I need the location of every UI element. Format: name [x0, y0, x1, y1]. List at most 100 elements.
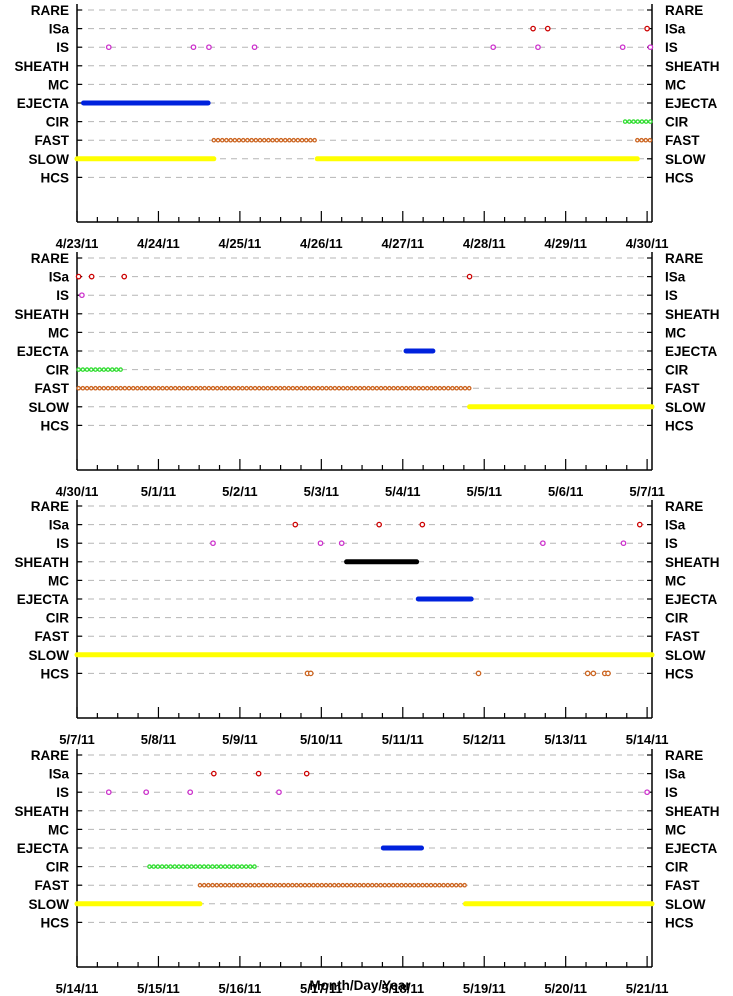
left-category-label: SHEATH	[14, 59, 69, 74]
left-category-label: MC	[48, 77, 69, 92]
right-category-label: SHEATH	[665, 307, 720, 322]
x-tick-label: 5/3/11	[304, 484, 339, 499]
hcs-point	[605, 670, 611, 677]
left-category-label: SHEATH	[14, 804, 69, 819]
is-point	[317, 540, 324, 547]
left-category-label: SHEATH	[14, 555, 69, 570]
left-category-label: EJECTA	[17, 841, 70, 856]
hcs-point	[584, 670, 591, 677]
left-category-label: RARE	[31, 499, 69, 514]
left-category-label: IS	[56, 288, 69, 303]
right-category-label: SLOW	[665, 897, 706, 912]
x-tick-label: 5/19/11	[463, 981, 506, 996]
right-category-label: SHEATH	[665, 804, 720, 819]
x-tick-label: 5/12/11	[463, 732, 506, 747]
right-category-label: HCS	[665, 666, 694, 681]
series-is	[105, 44, 654, 51]
left-category-label: IS	[56, 536, 69, 551]
left-category-label: RARE	[31, 3, 69, 18]
left-category-label: RARE	[31, 748, 69, 763]
isa-point	[376, 521, 383, 528]
series-is	[105, 789, 650, 796]
panels: RARE RARE ISa ISa IS IS SHEATH SHEATH MC MC EJECTA…	[14, 3, 719, 996]
x-tick-label: 5/16/11	[219, 981, 262, 996]
left-category-label: HCS	[40, 418, 69, 433]
right-category-label: RARE	[665, 251, 703, 266]
isa-point	[644, 25, 650, 32]
right-category-label: RARE	[665, 499, 703, 514]
left-category-label: EJECTA	[17, 592, 70, 607]
is-point	[206, 44, 212, 51]
x-tick-label: 5/14/11	[626, 732, 669, 747]
isa-point	[88, 273, 95, 280]
right-category-label: ISa	[665, 22, 686, 37]
hcs-point	[307, 670, 314, 677]
left-category-label: HCS	[40, 170, 69, 185]
panel-1: RARE RARE ISa ISa IS IS SHEATH SHEATH MC MC EJECTA…	[14, 3, 719, 251]
hcs-point	[590, 670, 597, 677]
x-tick-label: 5/13/11	[544, 732, 587, 747]
x-tick-label: 5/1/11	[141, 484, 176, 499]
x-tick-label: 5/10/11	[300, 732, 343, 747]
is-point	[79, 292, 85, 299]
isa-point	[530, 25, 536, 32]
right-category-label: SHEATH	[665, 555, 720, 570]
right-category-label: HCS	[665, 418, 694, 433]
left-category-label: FAST	[34, 133, 69, 148]
panel-3: RARE RARE ISa ISa IS IS SHEATH SHEATH MC MC EJECTA…	[14, 499, 719, 747]
isa-point	[255, 770, 262, 777]
right-category-label: EJECTA	[665, 841, 718, 856]
left-category-label: MC	[48, 325, 69, 340]
x-tick-label: 5/7/11	[59, 732, 94, 747]
series-isa	[75, 273, 473, 280]
right-category-label: RARE	[665, 3, 703, 18]
left-category-label: EJECTA	[17, 344, 70, 359]
x-tick-label: 5/14/11	[56, 981, 99, 996]
isa-point	[636, 521, 643, 528]
x-tick-label: 5/4/11	[385, 484, 420, 499]
x-tick-label: 5/5/11	[467, 484, 502, 499]
left-category-label: ISa	[49, 22, 70, 37]
x-tick-label: 5/18/11	[381, 981, 424, 996]
is-point	[190, 44, 197, 51]
is-point	[251, 44, 258, 51]
isa-point	[121, 273, 128, 280]
x-tick-label: 5/9/11	[222, 732, 257, 747]
left-category-label: EJECTA	[17, 96, 70, 111]
is-point	[210, 540, 216, 547]
series-is	[79, 292, 85, 299]
x-tick-label: 4/26/11	[300, 236, 343, 251]
left-category-label: MC	[48, 573, 69, 588]
is-point	[490, 44, 497, 51]
panel-4: RARE RARE ISa ISa IS IS SHEATH SHEATH MC MC EJECTA…	[14, 748, 719, 996]
right-category-label: MC	[665, 77, 686, 92]
left-category-label: RARE	[31, 251, 69, 266]
left-category-label: HCS	[40, 915, 69, 930]
x-tick-label: 4/27/11	[381, 236, 424, 251]
series-isa	[292, 521, 643, 528]
series-hcs	[304, 670, 611, 677]
panel-2: RARE RARE ISa ISa IS IS SHEATH SHEATH MC MC EJECTA…	[14, 251, 719, 499]
is-point	[276, 789, 282, 796]
series-is	[210, 540, 627, 547]
x-axis-label: Month/Day/Year	[309, 978, 411, 993]
right-category-label: MC	[665, 325, 686, 340]
x-tick-label: 5/20/11	[544, 981, 587, 996]
right-category-label: ISa	[665, 518, 686, 533]
isa-point	[303, 770, 310, 777]
left-category-label: MC	[48, 822, 69, 837]
x-tick-label: 4/30/11	[626, 236, 669, 251]
left-category-label: IS	[56, 785, 69, 800]
is-point	[105, 789, 112, 796]
isa-point	[419, 521, 426, 528]
right-category-label: FAST	[665, 629, 700, 644]
right-category-label: MC	[665, 822, 686, 837]
left-category-label: CIR	[46, 115, 70, 130]
right-category-label: SLOW	[665, 648, 706, 663]
hcs-point	[475, 670, 482, 677]
left-category-label: ISa	[49, 767, 70, 782]
right-category-label: ISa	[665, 767, 686, 782]
right-category-label: SLOW	[665, 400, 706, 415]
right-category-label: HCS	[665, 170, 694, 185]
x-tick-label: 4/25/11	[219, 236, 262, 251]
